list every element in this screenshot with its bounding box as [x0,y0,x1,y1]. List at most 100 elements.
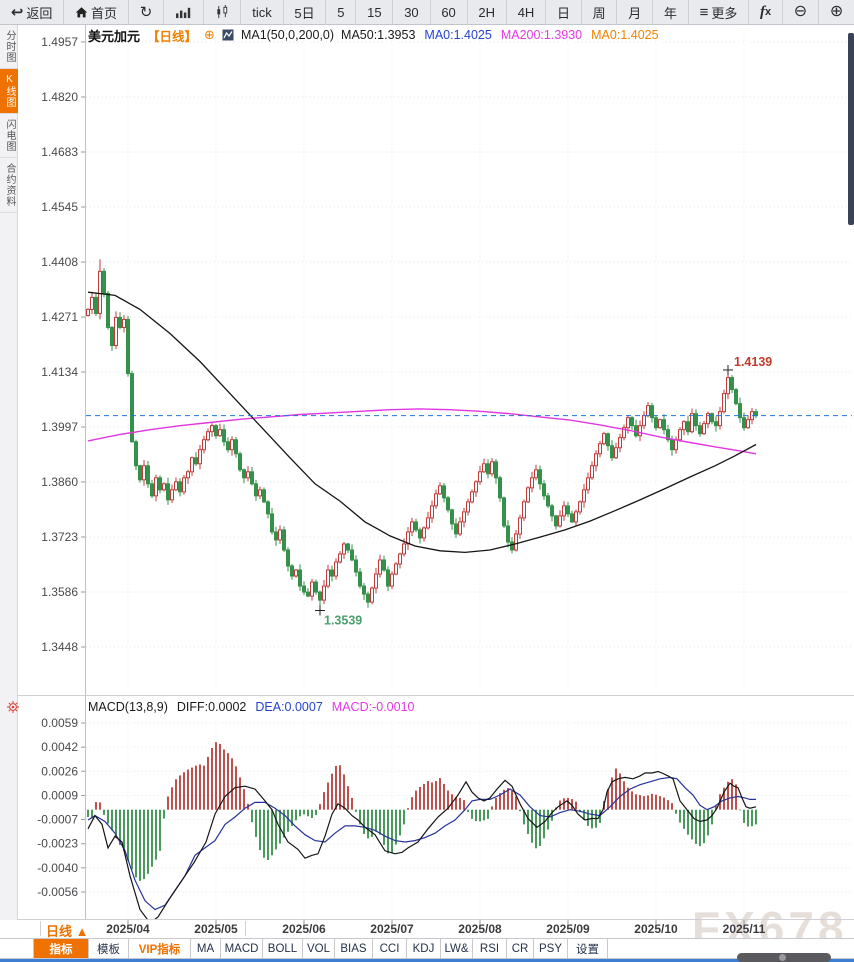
toolbar-label: 周 [592,5,606,21]
toolbar-button-zoom-in[interactable]: ⊕ [819,0,854,24]
toolbar-label: 返回 [26,5,53,21]
toolbar-button-interval-60[interactable]: 60 [431,0,468,24]
scrollbar-knob[interactable] [779,954,786,961]
price-axis-labels: 1.4957 1.4820 1.4683 1.4545 1.4408 1.4271 1.41… [41,35,85,654]
indicator-tabbar: 指标 模板 VIP指标 MA MACD BOLL VOL BIAS CCI KDJ LW& RSI CR… [0,938,854,959]
bars-icon [175,5,192,19]
tab-boll[interactable]: BOLL [263,939,303,958]
toolbar-button-interval-4h[interactable]: 4H [507,0,547,24]
toolbar-label: 月 [628,5,642,21]
macd-settings-gear-icon[interactable] [6,700,20,719]
sidebar-item-lightning-chart[interactable]: 闪电图 [0,114,18,158]
svg-text:2025/06: 2025/06 [282,922,326,936]
toolbar-button-interval-week[interactable]: 周 [582,0,618,24]
macd-value-label: DIFF:0.0002 [176,699,247,714]
add-indicator-icon[interactable]: ⊕ [204,27,215,42]
macd-histogram [87,742,757,881]
svg-text:2025/11: 2025/11 [723,922,766,936]
period-badge: 【日线】 [147,29,198,44]
right-scrollbar[interactable] [848,33,854,225]
toolbar-label: 15 [367,4,382,20]
tab-macd[interactable]: MACD [221,939,263,958]
toolbar-label: 首页 [91,5,118,21]
toolbar-button-interval-tick[interactable]: tick [241,0,284,24]
svg-text:1.4957: 1.4957 [41,35,78,49]
tab-lwr[interactable]: LW& [441,939,473,958]
tab-kdj[interactable]: KDJ [407,939,441,958]
toolbar-button-interval-30[interactable]: 30 [393,0,431,24]
toolbar-button-back[interactable]: ↩ 返回 [0,0,65,24]
svg-text:1.3448: 1.3448 [41,640,78,654]
chart-header: 美元加元 【日线】 ⊕ MA1(50,0,200,0) MA50:1.3953 M… [88,27,659,44]
ma-values: MA50:1.3953 MA0:1.4025 MA200:1.3930 MA0:1.4… [341,28,659,42]
toolbar-label: 日 [556,5,570,21]
zoom-out-icon: ⊖ [793,3,808,20]
tab-bias[interactable]: BIAS [335,939,373,958]
ma50-line [87,291,757,554]
toolbar-button-interval-2h[interactable]: 2H [468,0,507,24]
toolbar-label: 2H [478,4,496,20]
tab-rsi[interactable]: RSI [473,939,507,958]
toolbar-button-home[interactable]: 首页 [64,0,129,24]
ma-value-label: MA0:1.4025 [424,28,492,42]
ma-value-label: MA50:1.3953 [341,28,416,42]
tab-vip-indicators[interactable]: VIP指标 [129,939,191,958]
sidebar-item-kline-chart[interactable]: K线图 [0,69,18,114]
tab-psy[interactable]: PSY [534,939,568,958]
ma200-line [87,408,757,455]
svg-text:-0.0023: -0.0023 [37,837,78,851]
svg-text:1.4545: 1.4545 [41,200,78,214]
sidebar-item-contract-info[interactable]: 合约资料 [0,158,18,213]
svg-text:0.0042: 0.0042 [41,740,78,754]
toolbar-button-more[interactable]: ≡ 更多 [689,0,750,24]
toolbar-label: 5 [337,4,345,20]
toolbar-button-candle-chart-type[interactable] [204,0,242,24]
svg-text:1.3997: 1.3997 [41,420,78,434]
toolbar-button-interval-15[interactable]: 15 [356,0,394,24]
toolbar-label: 5日 [294,5,315,21]
tab-indicators[interactable]: 指标 [33,939,89,958]
svg-text:-0.0007: -0.0007 [37,813,78,827]
toolbar-label: tick [252,4,272,20]
period-selector[interactable]: 日线 ▲ [46,924,89,939]
svg-text:1.3860: 1.3860 [41,475,78,489]
toolbar-button-interval-month[interactable]: 月 [617,0,654,24]
toolbar-button-interval-5[interactable]: 5 [326,0,357,24]
toolbar-button-zoom-out[interactable]: ⊖ [783,0,819,24]
toolbar-button-refresh[interactable]: ↻ [129,0,165,24]
tab-ma[interactable]: MA [191,939,221,958]
toolbar-button-interval-year[interactable]: 年 [653,0,689,24]
tab-cci[interactable]: CCI [373,939,407,958]
macd-value-label: DEA:0.0007 [255,699,323,714]
menu-icon: ≡ [699,3,709,21]
tab-vol[interactable]: VOL [303,939,335,958]
mini-chart-icon [222,29,234,41]
tab-cr[interactable]: CR [507,939,534,958]
svg-text:-0.0040: -0.0040 [37,861,78,875]
panel-borders [0,25,854,936]
toolbar-button-bar-chart-type[interactable] [164,0,204,24]
toolbar-label: 60 [441,4,456,20]
svg-text:1.4820: 1.4820 [41,90,78,104]
candlestick-series [86,259,758,611]
tab-settings[interactable]: 设置 [568,939,608,958]
toolbar-button-interval-5d[interactable]: 5日 [284,0,327,24]
svg-text:1.4271: 1.4271 [41,310,78,324]
bottom-scrollbar[interactable] [737,953,831,962]
tab-templates[interactable]: 模板 [89,939,129,958]
svg-text:2025/09: 2025/09 [546,922,590,936]
refresh-icon: ↻ [139,3,153,21]
sidebar-item-time-chart[interactable]: 分时图 [0,25,18,69]
macd-title: MACD(13,8,9) [88,699,168,714]
toolbar-label: 年 [663,5,677,21]
bottom-accent-strip [0,959,854,962]
time-axis-labels: 2025/04 2025/05 2025/06 2025/07 2025/08 2025/… [106,920,766,936]
toolbar-button-interval-day[interactable]: 日 [546,0,582,24]
svg-text:2025/08: 2025/08 [458,922,502,936]
svg-text:2025/05: 2025/05 [194,922,238,936]
svg-text:1.4408: 1.4408 [41,255,78,269]
home-icon [75,6,88,19]
